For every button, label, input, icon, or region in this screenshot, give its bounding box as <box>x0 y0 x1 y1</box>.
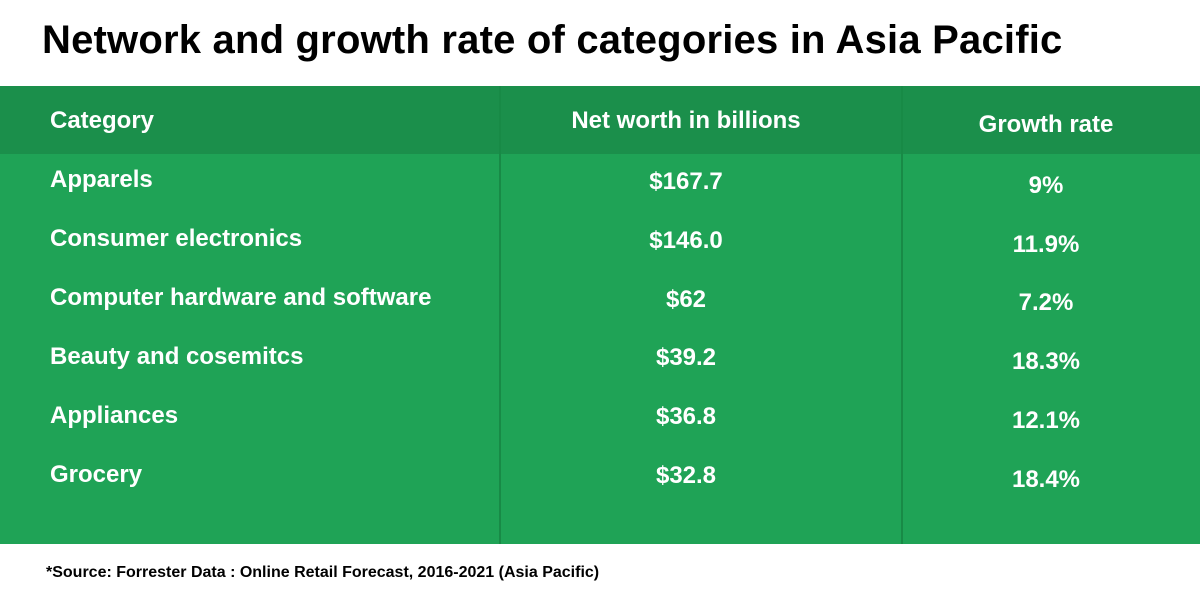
column-divider-2 <box>901 86 903 544</box>
cell-growth-rate: 18.4% <box>1011 466 1081 493</box>
cell-category: Apparels <box>50 166 153 193</box>
table-header-row <box>0 86 1200 154</box>
source-note: *Source: Forrester Data : Online Retail … <box>46 564 600 581</box>
data-table: Category Net worth in billions Growth ra… <box>0 86 1200 544</box>
cell-net-worth: $62 <box>665 286 707 313</box>
cell-category: Appliances <box>50 402 179 429</box>
cell-net-worth: $36.8 <box>655 403 717 430</box>
cell-net-worth: $146.0 <box>649 227 723 254</box>
cell-net-worth: $167.7 <box>649 168 723 195</box>
cell-growth-rate: 12.1% <box>1011 407 1081 434</box>
cell-category: Computer hardware and software <box>50 284 432 311</box>
header-net-worth: Net worth in billions <box>571 107 801 134</box>
header-category: Category <box>50 107 155 134</box>
cell-net-worth: $32.8 <box>655 462 717 489</box>
cell-growth-rate: 9% <box>1028 172 1064 199</box>
cell-growth-rate: 11.9% <box>1012 231 1080 258</box>
cell-net-worth: $39.2 <box>655 344 717 371</box>
page-title: Network and growth rate of categories in… <box>42 18 1063 62</box>
cell-category: Grocery <box>50 461 143 488</box>
cell-growth-rate: 7.2% <box>1018 289 1074 316</box>
cell-category: Beauty and cosemitcs <box>50 343 304 370</box>
column-divider-1 <box>499 86 501 544</box>
header-growth-rate: Growth rate <box>978 111 1114 138</box>
cell-growth-rate: 18.3% <box>1011 348 1081 375</box>
cell-category: Consumer electronics <box>50 225 303 252</box>
